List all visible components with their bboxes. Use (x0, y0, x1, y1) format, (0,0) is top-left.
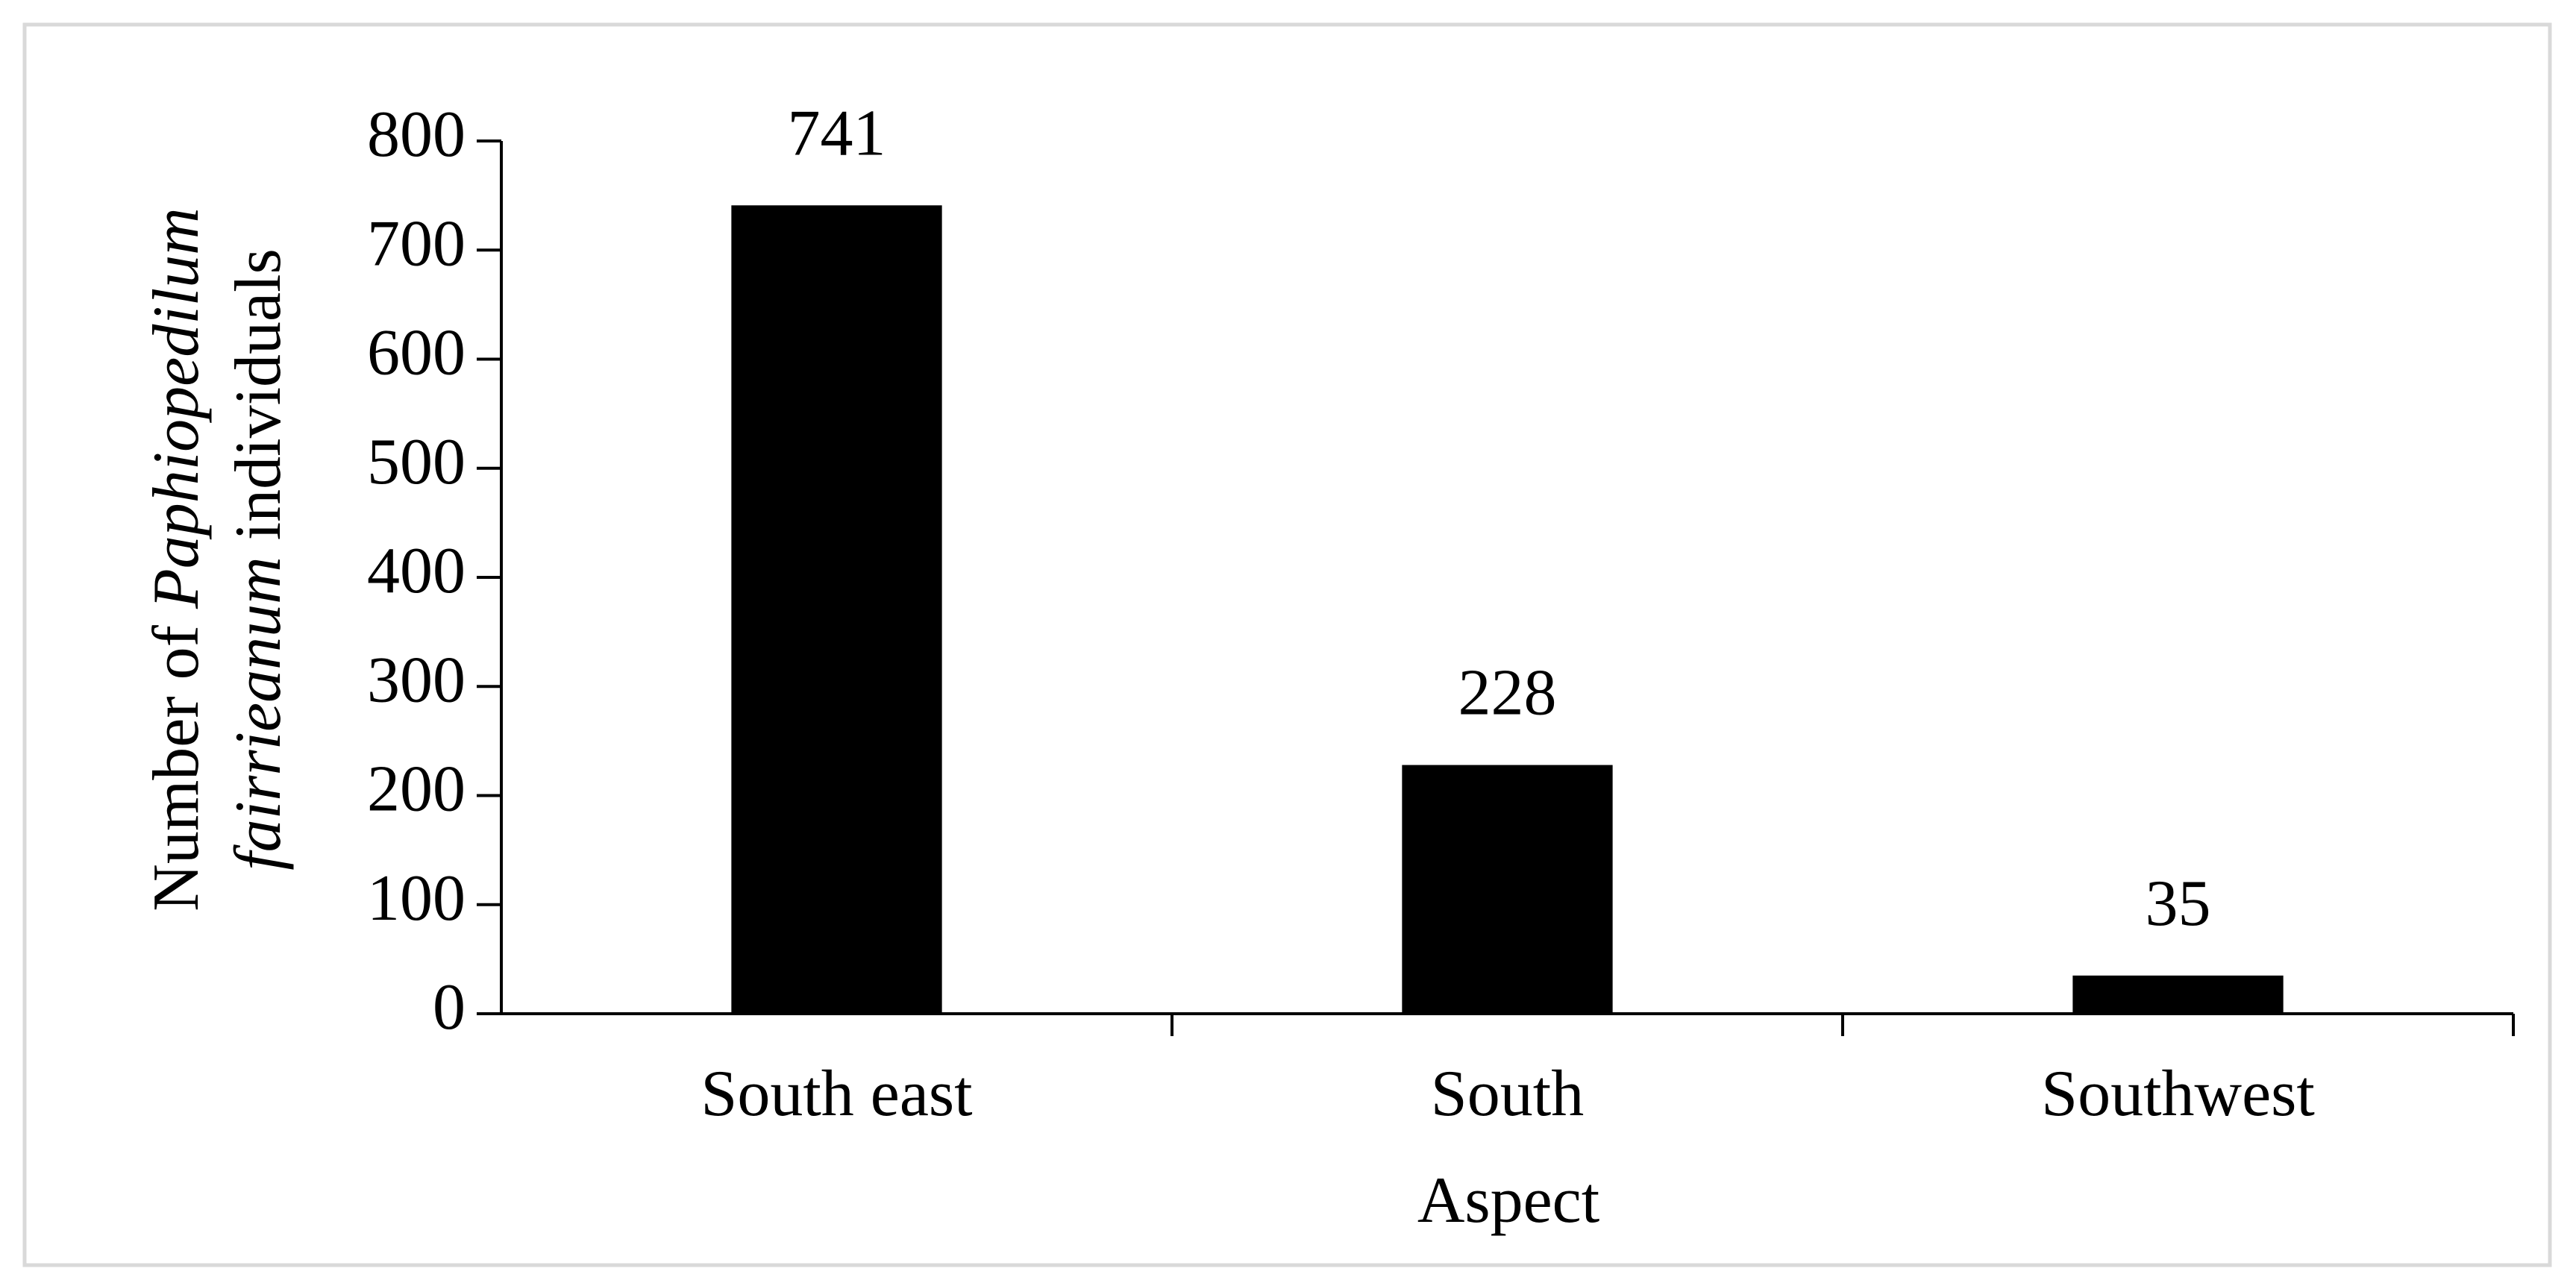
bar (1402, 765, 1613, 1014)
value-label: 228 (1458, 657, 1557, 730)
value-label: 741 (788, 97, 886, 169)
y-tick-label: 0 (433, 971, 466, 1044)
bar (2072, 975, 2284, 1014)
y-tick-label: 700 (367, 207, 466, 280)
y-tick-label: 800 (367, 98, 466, 171)
y-axis-title-line: fairrieanum individuals (222, 248, 295, 871)
y-axis-title-italic: fairrieanum (222, 556, 295, 870)
x-tick-label: South (1431, 1058, 1584, 1130)
bar (731, 205, 942, 1014)
y-axis-title-line: Number of Paphiopedilum (140, 207, 213, 911)
y-axis-title-word: Number (140, 696, 213, 911)
y-axis-title-italic: Paphiopedilum (140, 207, 213, 625)
value-label: 35 (2146, 868, 2211, 940)
x-tick-label: Southwest (2041, 1058, 2315, 1130)
chart-frame (22, 22, 2552, 1267)
y-tick-label: 200 (367, 753, 466, 826)
x-tick-label: South east (701, 1058, 972, 1130)
y-axis-title-word: individuals (222, 248, 295, 556)
y-tick-label: 500 (367, 426, 466, 498)
y-tick-label: 600 (367, 317, 466, 389)
y-tick-label: 100 (367, 862, 466, 935)
y-axis-title: Number of Paphiopedilumfairrieanum indiv… (140, 207, 295, 911)
y-tick-label: 400 (367, 535, 466, 607)
x-axis-title: Aspect (1417, 1164, 1599, 1237)
y-tick-label: 300 (367, 644, 466, 716)
y-axis-title-word: of (140, 624, 213, 696)
